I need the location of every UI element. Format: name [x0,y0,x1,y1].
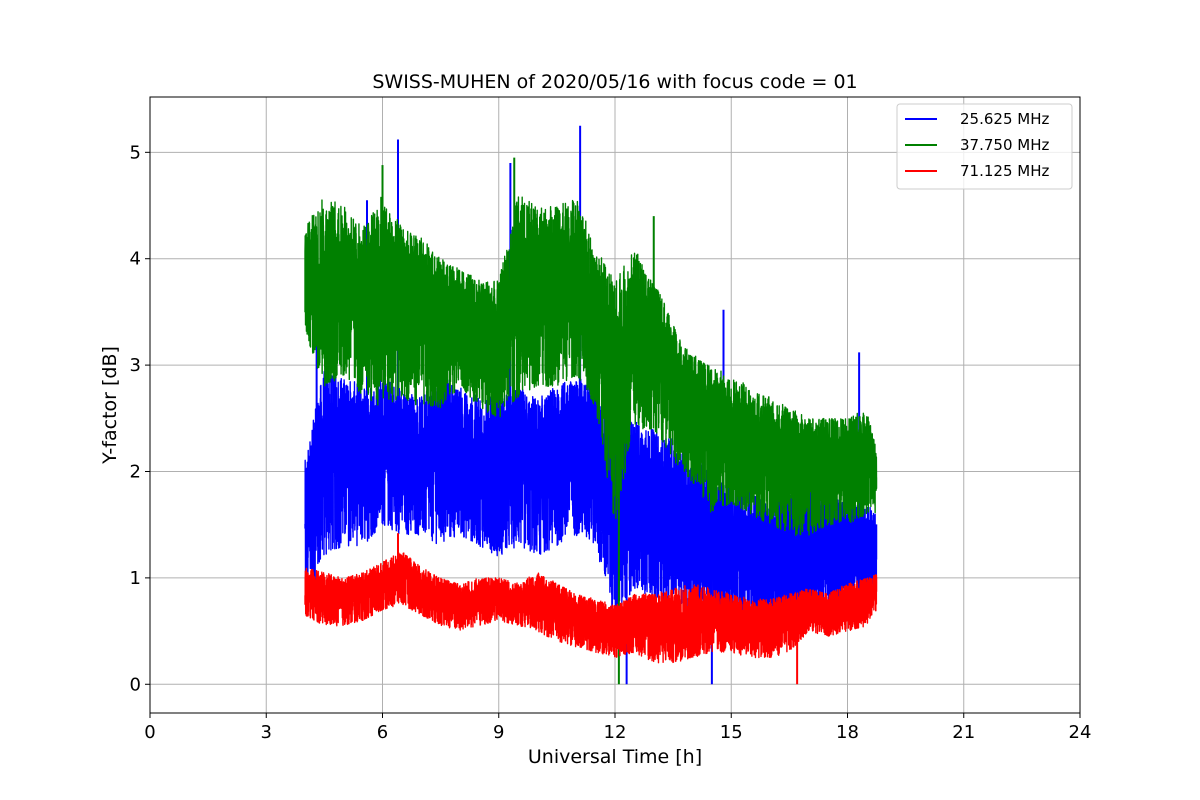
plot-area [149,96,1081,714]
y-tick-label: 2 [130,461,141,482]
x-tick-label: 15 [720,722,743,743]
x-tick-label: 0 [144,722,155,743]
chart-title: SWISS-MUHEN of 2020/05/16 with focus cod… [372,71,857,93]
x-axis: 0 3 6 9 12 15 18 21 24 [144,713,1091,743]
y-tick-label: 5 [130,142,141,163]
legend: 25.625 MHz 37.750 MHz 71.125 MHz [896,103,1073,190]
x-tick-label: 24 [1069,722,1092,743]
x-tick-label: 12 [604,722,627,743]
x-tick-label: 9 [493,722,504,743]
legend-label: 71.125 MHz [960,162,1049,180]
y-tick-label: 1 [130,568,141,589]
x-tick-label: 21 [952,722,975,743]
x-axis-title: Universal Time [h] [528,746,702,768]
y-tick-label: 4 [130,249,141,270]
series-line [304,552,878,664]
legend-label: 37.750 MHz [960,136,1049,154]
x-tick-label: 6 [377,722,388,743]
legend-label: 25.625 MHz [960,110,1049,128]
x-tick-label: 3 [261,722,272,743]
series-71-125-MHz [304,533,878,685]
y-tick-label: 0 [130,674,141,695]
y-axis: 0 1 2 3 4 5 [130,142,150,695]
y-tick-label: 3 [130,355,141,376]
legend-box [896,103,1073,190]
series-layer [304,125,878,685]
y-axis-title: Y-factor [dB] [99,346,121,465]
series-line [304,196,878,536]
x-tick-label: 18 [836,722,859,743]
